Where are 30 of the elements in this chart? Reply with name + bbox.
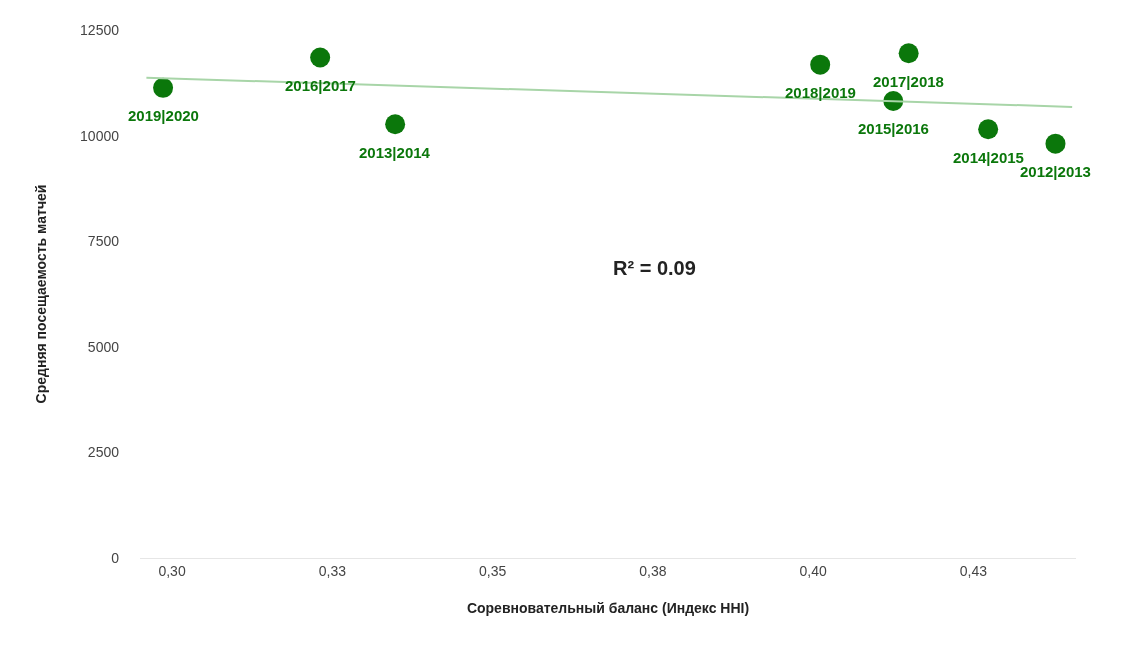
point: [153, 77, 174, 98]
annotation: 2012|2013: [1020, 163, 1091, 180]
point: [978, 119, 999, 140]
annotation: 2018|2019: [785, 84, 856, 101]
point: [310, 47, 331, 68]
annotation: R² = 0.09: [613, 257, 696, 279]
point: [1045, 133, 1066, 154]
y-axis-title: Средняя посещаемость матчей: [32, 184, 49, 404]
annotation: 2015|2016: [858, 120, 929, 137]
annotation: 2016|2017: [285, 77, 356, 94]
x-axis-title: Соревновательный баланс (Индекс HHI): [466, 600, 750, 617]
x-tick-label: 0,30: [158, 562, 186, 579]
point: [810, 54, 831, 75]
x-tick-label: 0,35: [478, 562, 507, 579]
x-tick-label: 0,33: [318, 562, 347, 579]
x-tick-label: 0,40: [799, 562, 827, 579]
annotation: 2017|2018: [873, 73, 944, 90]
y-tick-label: 12500: [80, 21, 120, 38]
y-tick-label: 0: [111, 549, 120, 566]
point: [898, 43, 919, 64]
x-tick-label: 0,43: [959, 562, 988, 579]
annotation: 2014|2015: [953, 149, 1024, 166]
x-tick-label: 0,38: [639, 562, 667, 579]
point: [385, 114, 406, 135]
y-tick-label: 10000: [80, 127, 120, 144]
y-tick-label: 2500: [87, 444, 120, 461]
annotation: 2019|2020: [128, 107, 199, 124]
annotation: 2013|2014: [359, 144, 431, 161]
y-tick-label: 5000: [87, 338, 120, 355]
y-tick-label: 7500: [87, 233, 120, 250]
